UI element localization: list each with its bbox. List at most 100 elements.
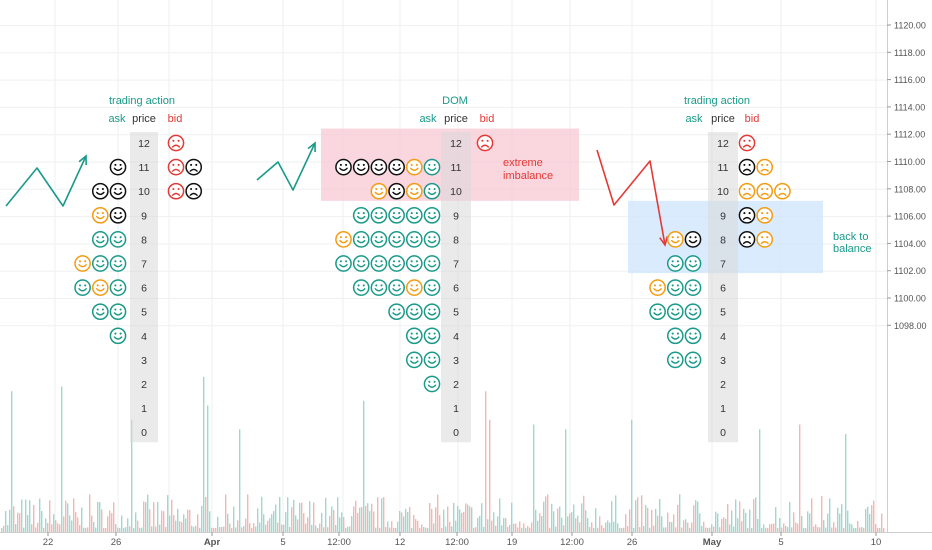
- volume-bar: [851, 524, 853, 532]
- face-mouth: [427, 264, 437, 268]
- face-eye: [766, 236, 769, 239]
- face-eye: [743, 236, 746, 239]
- smiley-face-icon: [91, 231, 109, 248]
- volume-bar: [235, 527, 237, 532]
- volume-bar: [1, 528, 3, 532]
- face-eye: [177, 139, 180, 142]
- face-mouth: [427, 360, 437, 364]
- time-tick-label: 12:00: [560, 537, 584, 548]
- face-mouth: [392, 312, 401, 316]
- volume-bar: [789, 501, 791, 532]
- volume-bar: [393, 527, 395, 532]
- volume-bar: [231, 527, 233, 532]
- price-label: price: [444, 113, 468, 125]
- time-tick-label: 12:00: [327, 537, 351, 548]
- volume-bar: [559, 506, 561, 532]
- face-eye: [96, 187, 99, 191]
- panel-title: DOM: [442, 95, 468, 107]
- volume-bar: [837, 507, 839, 532]
- volume-bar: [415, 519, 417, 532]
- volume-bar: [33, 505, 35, 532]
- volume-bar: [95, 527, 97, 532]
- face-eye: [743, 163, 746, 166]
- volume-bar: [29, 500, 31, 532]
- face-eye: [96, 212, 99, 215]
- face-eye: [415, 332, 418, 335]
- face-mouth: [171, 168, 181, 172]
- sad-face-icon: [738, 206, 756, 224]
- face-mouth: [392, 264, 401, 268]
- volume-bar: [191, 525, 193, 532]
- volume-bar: [795, 522, 797, 532]
- face-outline: [649, 303, 666, 321]
- volume-bar: [455, 520, 457, 532]
- face-outline: [388, 255, 405, 272]
- smiley-face-icon: [352, 158, 370, 176]
- volume-bar: [369, 511, 371, 532]
- volume-bar: [759, 429, 761, 532]
- face-mouth: [374, 167, 384, 171]
- volume-bar: [531, 522, 533, 532]
- face-mouth: [113, 336, 123, 340]
- face-outline: [405, 206, 423, 224]
- face-outline: [666, 351, 684, 369]
- volume-bar: [63, 516, 65, 532]
- smiley-face-icon: [335, 255, 352, 272]
- volume-bar: [27, 515, 29, 532]
- volume-bar: [39, 498, 41, 532]
- volume-bar: [787, 527, 789, 532]
- face-outline: [388, 182, 405, 200]
- volume-bar: [611, 501, 613, 532]
- volume-bar: [11, 391, 13, 532]
- face-outline: [666, 303, 684, 321]
- volume-bar: [123, 527, 125, 532]
- face-eye: [339, 260, 342, 263]
- volume-bar: [463, 511, 465, 532]
- volume-bar: [251, 527, 253, 532]
- volume-bar: [871, 505, 873, 532]
- volume-bar: [591, 522, 593, 532]
- volume-bar: [853, 527, 855, 532]
- face-outline: [738, 134, 756, 152]
- price-level-label: 10: [138, 186, 150, 198]
- volume-bar: [23, 527, 25, 532]
- volume-bar: [413, 514, 415, 532]
- face-mouth: [760, 216, 769, 220]
- face-eye: [357, 284, 360, 287]
- price-level-label: 5: [141, 307, 147, 319]
- volume-bar: [551, 503, 553, 532]
- sad-face-icon: [167, 182, 185, 200]
- volume-bar: [863, 527, 865, 532]
- price-level-label: 4: [453, 331, 459, 343]
- volume-bar: [303, 513, 305, 532]
- volume-bar: [827, 513, 829, 532]
- volume-bar: [411, 527, 413, 532]
- volume-bar: [567, 516, 569, 532]
- volume-bar: [423, 527, 425, 532]
- volume-bar: [425, 527, 427, 532]
- face-mouth: [671, 360, 680, 364]
- volume-bar: [101, 509, 103, 532]
- ask-label: ask: [685, 113, 703, 125]
- volume-bar: [693, 505, 695, 532]
- face-mouth: [356, 167, 366, 171]
- face-mouth: [339, 264, 348, 268]
- price-level-label: 11: [718, 162, 729, 174]
- volume-bar: [87, 527, 89, 532]
- volume-bar: [397, 521, 399, 532]
- face-outline: [352, 255, 370, 272]
- volume-bar: [15, 524, 17, 532]
- face-eye: [96, 260, 99, 263]
- volume-bar: [643, 525, 645, 532]
- face-eye: [433, 308, 436, 311]
- face-outline: [167, 182, 185, 200]
- face-mouth: [671, 336, 680, 340]
- face-eye: [119, 212, 122, 215]
- bid-label: bid: [168, 113, 183, 125]
- volume-bar: [139, 527, 141, 532]
- face-eye: [375, 187, 378, 191]
- face-mouth: [113, 312, 123, 316]
- face-outline: [388, 231, 405, 248]
- face-mouth: [113, 215, 123, 220]
